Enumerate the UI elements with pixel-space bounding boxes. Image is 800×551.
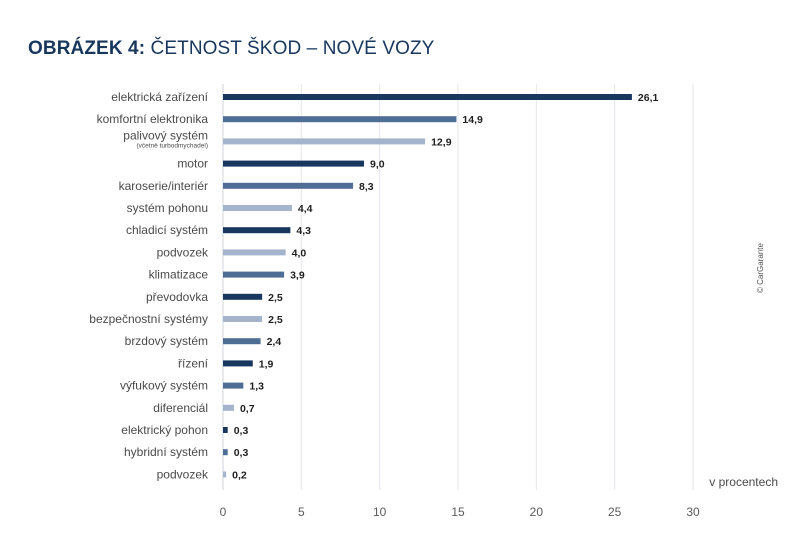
bar <box>223 360 253 367</box>
bar <box>223 116 457 123</box>
category-label: bezpečnostní systémy <box>89 312 208 326</box>
value-label: 14,9 <box>462 114 483 126</box>
value-label: 2,5 <box>268 292 283 304</box>
bar <box>223 471 227 478</box>
value-label: 1,9 <box>259 358 274 370</box>
value-label: 9,0 <box>370 159 385 171</box>
value-label: 4,4 <box>298 203 313 215</box>
value-label: 8,3 <box>359 181 374 193</box>
x-tick-label: 20 <box>530 505 544 519</box>
value-label: 0,3 <box>234 425 249 437</box>
bar <box>223 160 364 167</box>
value-label: 4,3 <box>296 225 311 237</box>
category-label: hybridní systém <box>124 445 208 459</box>
bar <box>223 427 228 433</box>
x-axis-label: v procentech <box>709 475 778 489</box>
category-sublabel: (včetně turbodmychadel) <box>136 142 208 149</box>
category-label: motor <box>177 157 208 171</box>
value-label: 12,9 <box>431 136 452 148</box>
bar <box>223 449 228 456</box>
bar <box>223 182 354 189</box>
value-labels: 26,1 14,9 12,9 9,0 8,3 4,4 4,3 4,0 3,9 2,5 2,5 2,4 1… <box>232 92 658 481</box>
bar <box>223 338 261 345</box>
gridlines <box>222 84 694 490</box>
value-label: 2,4 <box>267 336 282 348</box>
value-label: 0,2 <box>232 469 247 481</box>
category-label: výfukový systém <box>120 379 208 393</box>
figure-number: OBRÁZEK 4: <box>28 38 146 59</box>
value-label: 26,1 <box>638 92 659 104</box>
category-label: elektrický pohon <box>121 423 208 437</box>
bar <box>223 94 632 100</box>
bar <box>223 205 292 211</box>
value-label: 3,9 <box>290 270 305 282</box>
bar <box>223 249 286 256</box>
value-label: 0,3 <box>234 447 249 459</box>
bar <box>223 271 285 278</box>
category-label: podvozek <box>157 245 209 259</box>
value-label: 2,5 <box>268 314 283 326</box>
bar <box>223 138 426 145</box>
copyright-notice: © CarGarante <box>756 242 765 292</box>
category-label: převodovka <box>146 290 208 304</box>
bar <box>223 404 234 411</box>
bars <box>223 94 632 478</box>
category-label: chladicí systém <box>126 223 208 237</box>
chart-title: OBRÁZEK 4: ČETNOST ŠKOD – NOVÉ VOZY <box>28 38 434 60</box>
bar <box>223 382 244 389</box>
category-label: podvozek <box>157 467 209 481</box>
category-label: systém pohonu <box>127 201 208 215</box>
x-axis-ticks: 0 5 10 15 20 25 30 <box>220 505 700 519</box>
bar <box>223 293 263 300</box>
category-label: diferenciál <box>153 401 208 415</box>
category-label: brzdový systém <box>125 334 208 348</box>
x-tick-label: 30 <box>686 505 700 519</box>
category-label: komfortní elektronika <box>97 112 209 126</box>
value-label: 0,7 <box>240 403 255 415</box>
x-tick-label: 25 <box>608 505 622 519</box>
category-label: karoserie/interiér <box>119 179 208 193</box>
x-tick-label: 15 <box>451 505 465 519</box>
bar <box>223 316 263 322</box>
category-label: palivový systém <box>123 128 208 142</box>
value-label: 4,0 <box>292 247 307 259</box>
value-label: 1,3 <box>249 381 264 393</box>
bar <box>223 227 291 234</box>
category-label: elektrická zařízení <box>111 90 208 104</box>
x-tick-label: 10 <box>373 505 387 519</box>
category-label: řízení <box>178 356 209 370</box>
category-labels: elektrická zařízení komfortní elektronika… <box>89 90 209 481</box>
x-tick-label: 0 <box>220 505 227 519</box>
figure-caption: ČETNOST ŠKOD – NOVÉ VOZY <box>150 38 435 59</box>
x-tick-label: 5 <box>298 505 305 519</box>
category-label: klimatizace <box>149 268 209 282</box>
